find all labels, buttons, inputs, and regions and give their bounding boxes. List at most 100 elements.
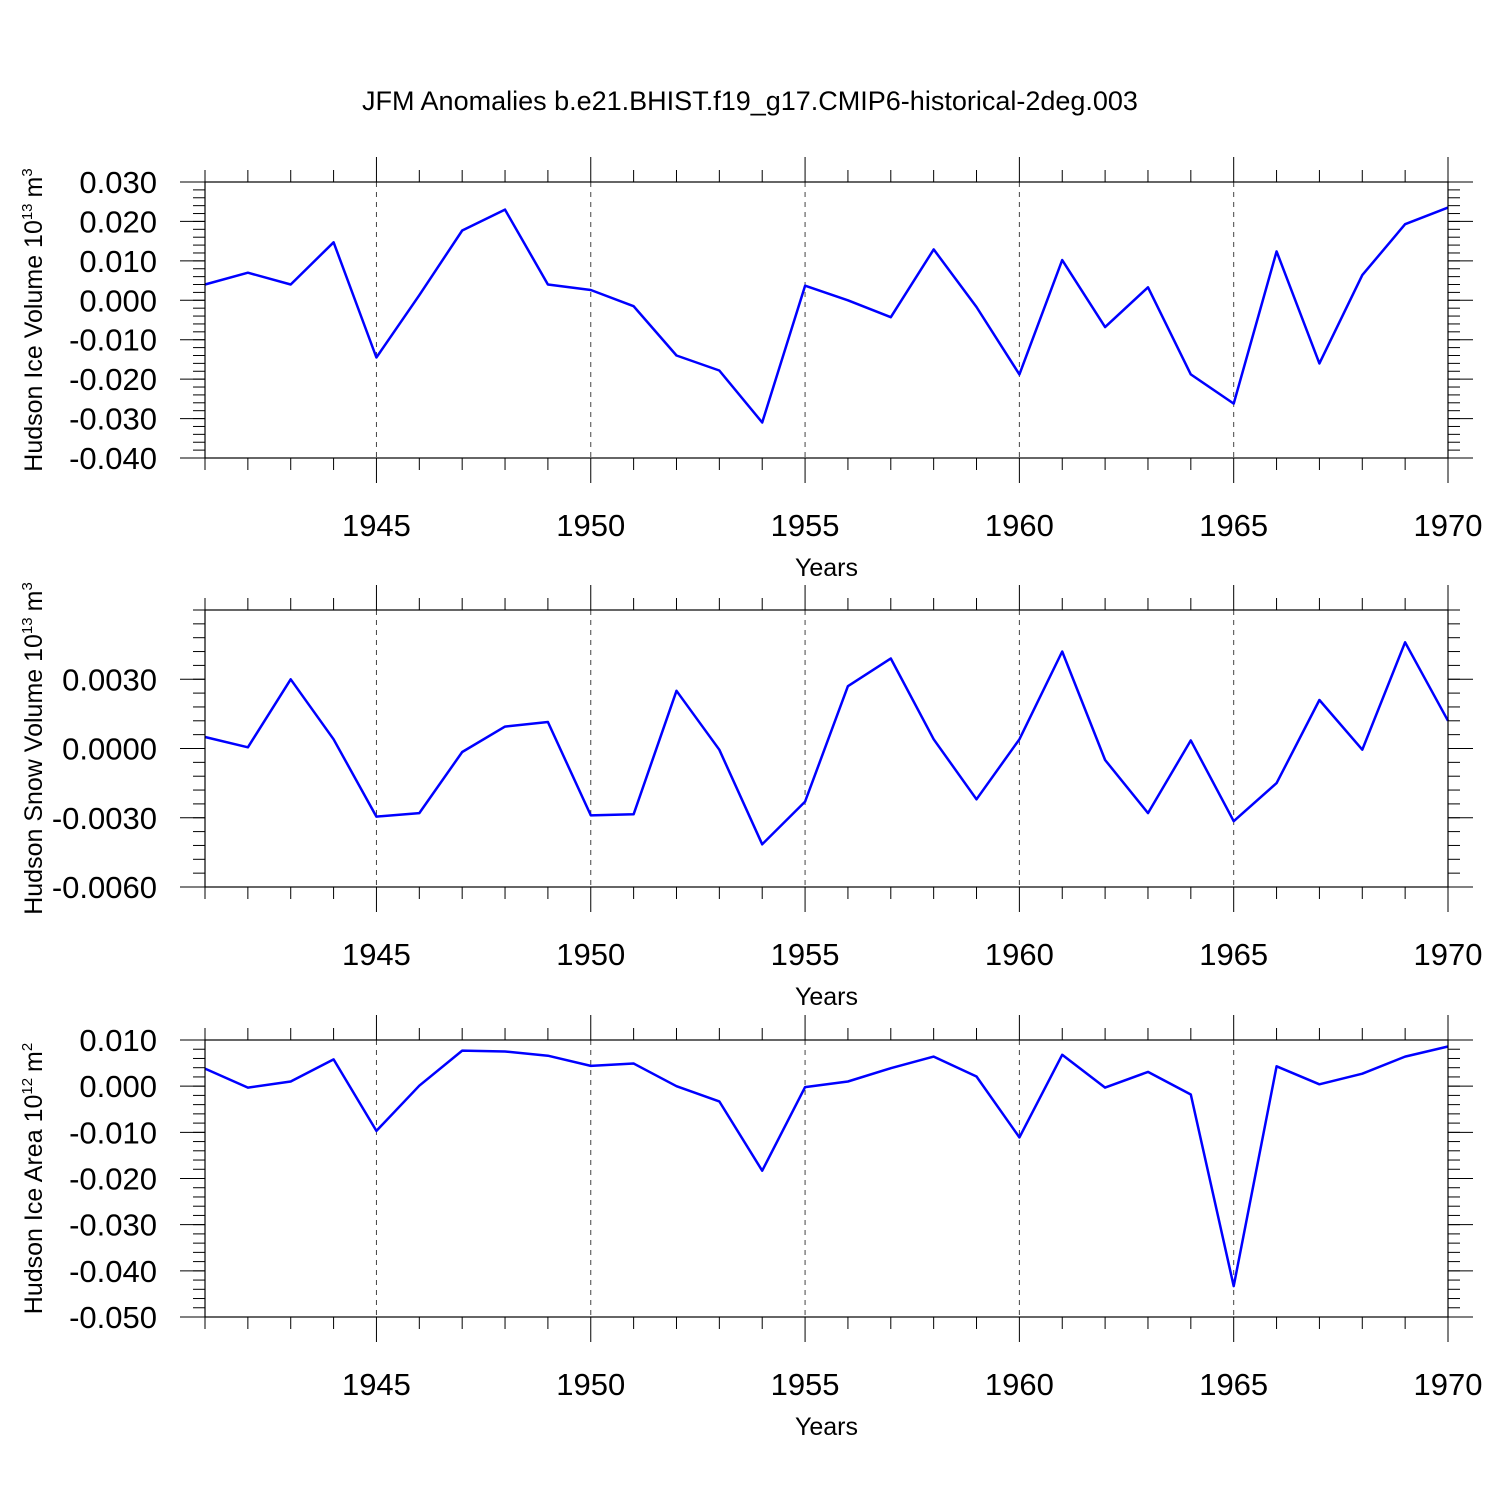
data-point — [1317, 361, 1321, 365]
y-axis-label-unit-exponent: 3 — [19, 168, 36, 176]
y-tick-label: 0.000 — [79, 1069, 157, 1104]
data-point — [760, 421, 764, 425]
y-axis-label-exponent: 12 — [19, 1078, 36, 1095]
x-axis-label: Years — [795, 983, 858, 1011]
x-tick-label: 1960 — [985, 1367, 1054, 1402]
y-axis-label-unit: m — [20, 591, 48, 612]
data-point — [975, 797, 979, 801]
chart-panel-snow-volume: 0.0030 0.0000 -0.0030 -0.0060 1945 1950 1955 19… — [19, 582, 1482, 1011]
data-point — [589, 288, 593, 292]
data-point — [246, 745, 250, 749]
data-point — [717, 368, 721, 372]
data-point — [674, 689, 678, 693]
data-point — [717, 748, 721, 752]
data-point — [417, 1084, 421, 1088]
y-axis-label-text: Hudson Ice Volume 10 — [20, 220, 48, 472]
series-line-snow-volume — [204, 641, 1450, 846]
x-tick-label: 1955 — [771, 1367, 840, 1402]
data-point — [417, 811, 421, 815]
data-point — [803, 1085, 807, 1089]
y-axis-label-text: Hudson Snow Volume 10 — [20, 634, 48, 915]
x-tick-label: 1950 — [556, 1367, 625, 1402]
data-point — [760, 1169, 764, 1173]
plot-frame — [204, 181, 1449, 459]
data-point — [889, 315, 893, 319]
data-point — [332, 737, 336, 741]
y-tick-label: 0.0000 — [62, 732, 157, 767]
data-point — [1275, 249, 1279, 253]
x-tick-label: 1950 — [556, 937, 625, 972]
data-point — [374, 355, 378, 359]
x-tick-label: 1945 — [342, 937, 411, 972]
y-tick-label: 0.010 — [79, 244, 157, 279]
data-point — [1060, 650, 1064, 654]
data-point — [803, 284, 807, 288]
data-point — [546, 720, 550, 724]
data-point — [1232, 402, 1236, 406]
data-point — [246, 1086, 250, 1090]
data-point — [460, 750, 464, 754]
x-tick-label: 1955 — [771, 508, 840, 543]
y-tick-label: -0.040 — [69, 1254, 157, 1289]
data-point — [632, 304, 636, 308]
data-point — [289, 1080, 293, 1084]
data-point — [503, 208, 507, 212]
data-point — [1360, 1072, 1364, 1076]
data-point — [460, 1049, 464, 1053]
x-tick-label: 1965 — [1199, 937, 1268, 972]
chart-panel-ice-volume: 0.030 0.020 0.010 0.000 -0.010 -0.020 -0.030 -0… — [19, 157, 1482, 582]
data-point — [332, 1057, 336, 1061]
data-point — [374, 1129, 378, 1133]
data-point — [1103, 1086, 1107, 1090]
data-point — [1403, 1055, 1407, 1059]
x-tick-label: 1960 — [985, 508, 1054, 543]
data-point — [1017, 737, 1021, 741]
x-tick-label: 1960 — [985, 937, 1054, 972]
data-point — [546, 1054, 550, 1058]
x-tick-label: 1955 — [771, 937, 840, 972]
chart-panel-ice-area: 0.010 0.000 -0.010 -0.020 -0.030 -0.040 -0.050… — [19, 1015, 1482, 1441]
data-point — [503, 1050, 507, 1054]
data-point — [289, 283, 293, 287]
y-axis-label-text: Hudson Ice Area 10 — [20, 1095, 48, 1315]
y-axis-label-unit-exponent: 2 — [19, 1043, 36, 1051]
x-tick-label: 1970 — [1414, 1367, 1483, 1402]
data-point — [1189, 1092, 1193, 1096]
data-point — [460, 228, 464, 232]
y-tick-label: -0.040 — [69, 441, 157, 476]
y-tick-label: -0.010 — [69, 1115, 157, 1150]
data-point — [717, 1099, 721, 1103]
data-point — [1017, 1135, 1021, 1139]
data-point — [1275, 781, 1279, 785]
y-tick-label: 0.030 — [79, 165, 157, 200]
data-point — [1146, 285, 1150, 289]
data-point — [1360, 273, 1364, 277]
x-tick-label: 1970 — [1414, 508, 1483, 543]
y-axis-label: Hudson Ice Area 1012 m2 — [19, 1043, 48, 1314]
y-axis-label: Hudson Snow Volume 1013 m3 — [19, 582, 48, 915]
data-point — [889, 1066, 893, 1070]
data-point — [503, 725, 507, 729]
y-axis-label: Hudson Ice Volume 1013 m3 — [19, 168, 48, 471]
series-line-ice-volume — [204, 206, 1449, 424]
y-tick-label: 0.0030 — [62, 662, 157, 697]
x-tick-label: 1950 — [556, 508, 625, 543]
x-tick-label: 1945 — [342, 1367, 411, 1402]
x-tick-label: 1965 — [1199, 508, 1268, 543]
y-tick-label: -0.030 — [69, 1208, 157, 1243]
data-point — [760, 842, 764, 846]
data-point — [1146, 811, 1150, 815]
data-point — [975, 1074, 979, 1078]
y-axis-label-exponent: 13 — [19, 203, 36, 220]
data-point — [546, 283, 550, 287]
y-axis-label-unit: m — [20, 177, 48, 198]
data-point — [1360, 748, 1364, 752]
x-axis-label: Years — [795, 1413, 858, 1441]
data-point — [889, 656, 893, 660]
data-point — [1403, 640, 1407, 644]
data-point — [932, 247, 936, 251]
data-point — [589, 1064, 593, 1068]
data-point — [1017, 372, 1021, 376]
x-tick-label: 1945 — [342, 508, 411, 543]
